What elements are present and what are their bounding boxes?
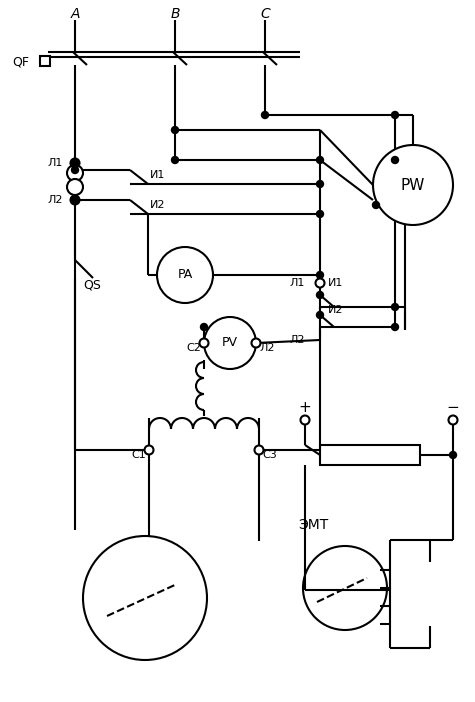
Circle shape xyxy=(448,416,457,425)
Text: Л1: Л1 xyxy=(48,158,63,168)
Bar xyxy=(40,56,50,66)
Circle shape xyxy=(70,195,79,204)
Circle shape xyxy=(303,546,387,630)
Circle shape xyxy=(316,291,323,298)
Circle shape xyxy=(67,165,83,181)
Circle shape xyxy=(301,416,310,425)
Text: И2: И2 xyxy=(328,305,343,315)
Circle shape xyxy=(316,180,323,187)
Circle shape xyxy=(391,303,399,310)
Circle shape xyxy=(204,317,256,369)
Text: A: A xyxy=(70,7,80,21)
Text: Л2: Л2 xyxy=(289,335,305,345)
Text: +: + xyxy=(299,401,312,416)
Text: PW: PW xyxy=(401,178,425,192)
Circle shape xyxy=(200,338,209,347)
Circle shape xyxy=(157,247,213,303)
Text: ЭМТ: ЭМТ xyxy=(298,518,328,532)
Text: Л2: Л2 xyxy=(48,195,63,205)
Circle shape xyxy=(316,312,323,319)
Text: QF: QF xyxy=(12,55,29,69)
Circle shape xyxy=(391,157,399,164)
Text: Л1: Л1 xyxy=(290,278,305,288)
Text: C2: C2 xyxy=(186,343,201,353)
Circle shape xyxy=(449,451,456,458)
Circle shape xyxy=(315,279,324,288)
Circle shape xyxy=(83,536,207,660)
Text: Л2: Л2 xyxy=(259,343,275,353)
Text: QS: QS xyxy=(83,279,101,291)
Text: C: C xyxy=(260,7,270,21)
Circle shape xyxy=(262,112,268,119)
Circle shape xyxy=(373,145,453,225)
Circle shape xyxy=(171,126,179,133)
Circle shape xyxy=(251,338,260,347)
Text: −: − xyxy=(446,401,459,416)
Text: PV: PV xyxy=(222,336,238,350)
Text: C3: C3 xyxy=(262,450,277,460)
Circle shape xyxy=(72,159,78,166)
Circle shape xyxy=(67,179,83,195)
Bar xyxy=(320,445,420,465)
Circle shape xyxy=(70,159,79,168)
Circle shape xyxy=(316,211,323,218)
Circle shape xyxy=(316,157,323,164)
Circle shape xyxy=(171,157,179,164)
Circle shape xyxy=(72,166,78,173)
Text: B: B xyxy=(170,7,180,21)
Circle shape xyxy=(72,197,78,204)
Circle shape xyxy=(144,446,153,454)
Circle shape xyxy=(316,272,323,279)
Text: И2: И2 xyxy=(150,200,165,210)
Circle shape xyxy=(200,324,208,331)
Circle shape xyxy=(391,324,399,331)
Text: И1: И1 xyxy=(328,278,343,288)
Circle shape xyxy=(372,201,380,208)
Circle shape xyxy=(391,112,399,119)
Text: И1: И1 xyxy=(150,170,165,180)
Circle shape xyxy=(255,446,264,454)
Text: PA: PA xyxy=(177,268,193,282)
Text: C1: C1 xyxy=(131,450,146,460)
